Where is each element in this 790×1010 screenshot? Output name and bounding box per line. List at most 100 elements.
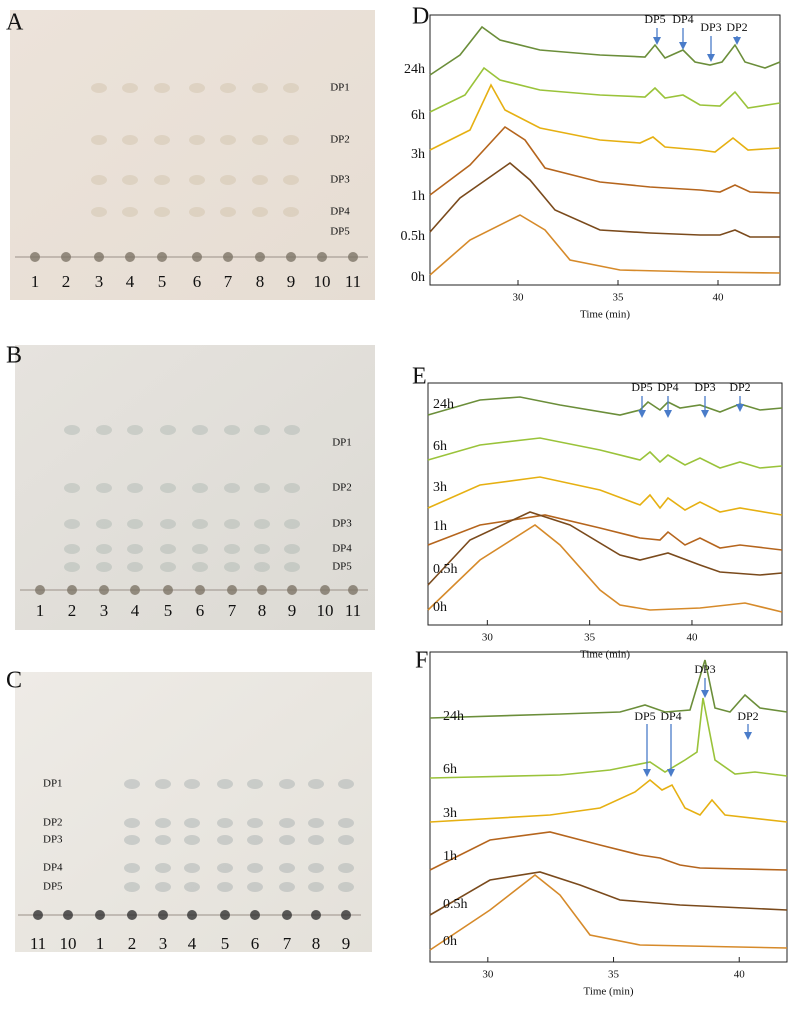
tlc-spot [154,83,170,93]
tlc-spot [224,425,240,435]
tlc-spot [247,863,263,873]
tlc-spot [91,83,107,93]
lane-label: 4 [131,601,140,620]
tlc-spot [252,175,268,185]
lane-label: 2 [62,272,71,291]
tlc-plate [15,345,375,630]
trace-label: 6h [411,108,425,123]
tlc-spot [279,882,295,892]
marker-label: DP1 [330,82,350,94]
tlc-spot [279,835,295,845]
trace [429,778,788,823]
tlc-spot [220,207,236,217]
trace [427,396,783,416]
lane-label: 1 [31,272,40,291]
trace-label: 6h [443,762,457,777]
tlc-spot [64,544,80,554]
origin-spot [287,585,297,595]
tlc-spot [184,779,200,789]
tlc-plate [10,10,375,300]
tlc-spot [127,519,143,529]
peak-arrowhead [707,54,715,62]
lane-label: 8 [256,272,265,291]
tlc-spot [127,425,143,435]
lane-label: 7 [228,601,237,620]
tlc-spot [64,483,80,493]
tlc-spot [160,483,176,493]
peak-arrowhead [736,404,744,412]
tlc-spot [160,562,176,572]
trace-label: 6h [433,439,447,454]
trace-label: 3h [443,806,457,821]
chromatogram-e [427,396,783,613]
trace-label: 24h [404,62,425,77]
peak-arrowhead [701,410,709,418]
tlc-spot [154,175,170,185]
origin-spot [99,585,109,595]
tlc-spot [220,175,236,185]
origin-spot [195,585,205,595]
tlc-spot [283,175,299,185]
origin-spot [33,910,43,920]
trace-label: 1h [443,849,457,864]
tlc-spot [279,863,295,873]
lane-label: 10 [60,934,77,953]
trace [427,476,783,516]
trace [429,873,788,951]
lane-label: 9 [342,934,351,953]
tlc-spot [308,882,324,892]
tlc-spot [91,175,107,185]
tlc-spot [220,135,236,145]
x-tick-label: 35 [608,969,620,981]
trace-label: 1h [411,189,425,204]
trace-label: 0h [443,934,457,949]
x-axis-label: Time (min) [580,649,630,661]
tlc-spot [308,818,324,828]
trace-label: 3h [411,147,425,162]
tlc-spot [192,544,208,554]
origin-spot [30,252,40,262]
origin-spot [63,910,73,920]
tlc-spot [154,207,170,217]
lane-label: 11 [345,601,361,620]
x-tick-label: 40 [686,632,698,644]
tlc-spot [284,483,300,493]
peak-label: DP3 [694,662,715,676]
peak-label: DP5 [644,12,665,26]
tlc-spot [224,544,240,554]
marker-label: DP5 [330,226,350,238]
marker-label: DP4 [43,862,63,874]
tlc-spot [122,83,138,93]
lane-label: 3 [159,934,168,953]
chromatogram-d [429,25,781,276]
origin-spot [320,585,330,595]
x-tick-label: 30 [482,632,494,644]
trace-label: 0h [411,270,425,285]
tlc-spot [284,562,300,572]
trace-label: 0h [433,600,447,615]
peak-label: DP5 [634,709,655,723]
trace [429,66,781,113]
trace-label: 3h [433,480,447,495]
plot-frame [427,382,783,626]
origin-spot [220,910,230,920]
lane-label: 9 [287,272,296,291]
trace [429,125,781,196]
tlc-spot [184,863,200,873]
origin-spot [317,252,327,262]
tlc-spot [284,519,300,529]
tlc-spot [64,562,80,572]
tlc-spot [189,175,205,185]
tlc-spot [127,562,143,572]
origin-spot [158,910,168,920]
tlc-spot [96,562,112,572]
origin-spot [130,585,140,595]
panel-letter: F [415,648,428,674]
origin-spot [67,585,77,595]
tlc-spot [160,425,176,435]
peak-arrowhead [664,410,672,418]
tlc-spot [122,207,138,217]
panel-letter: C [6,668,22,694]
tlc-spot [279,818,295,828]
